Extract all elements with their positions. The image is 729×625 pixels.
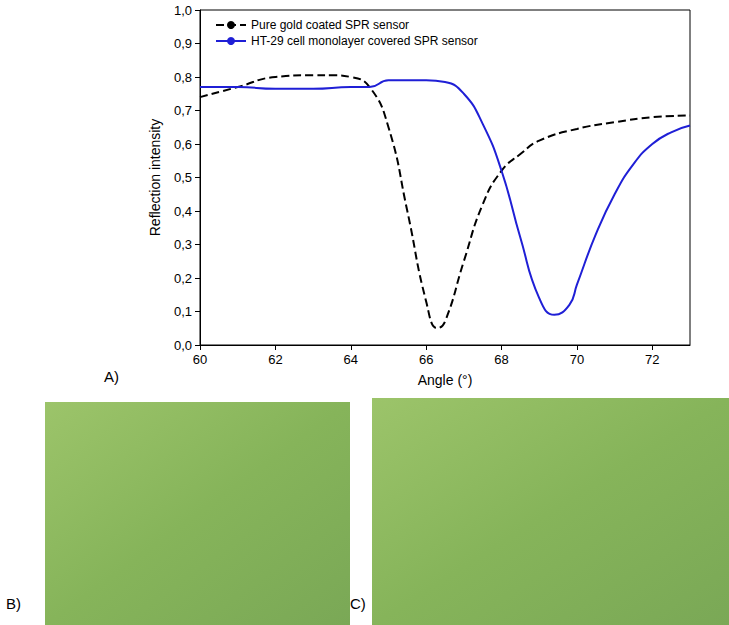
svg-text:A): A) [104,368,119,385]
svg-text:68: 68 [494,352,508,367]
svg-text:Angle (°): Angle (°) [418,372,473,388]
svg-text:0,7: 0,7 [174,103,192,118]
svg-text:62: 62 [268,352,282,367]
svg-text:Reflection intensity: Reflection intensity [147,119,163,237]
svg-text:0,9: 0,9 [174,36,192,51]
svg-text:0,0: 0,0 [174,338,192,353]
svg-text:64: 64 [344,352,358,367]
svg-text:60: 60 [193,352,207,367]
svg-text:66: 66 [419,352,433,367]
svg-text:1,0: 1,0 [174,3,192,18]
svg-text:70: 70 [570,352,584,367]
svg-text:0,8: 0,8 [174,70,192,85]
svg-text:0,4: 0,4 [174,204,192,219]
svg-text:0,6: 0,6 [174,137,192,152]
svg-text:72: 72 [645,352,659,367]
svg-text:B): B) [6,595,21,612]
svg-text:HT-29 cell monolayer covered S: HT-29 cell monolayer covered SPR sensor [251,34,478,48]
svg-text:C): C) [350,595,366,612]
svg-text:0,2: 0,2 [174,271,192,286]
svg-text:0,5: 0,5 [174,170,192,185]
svg-text:0,1: 0,1 [174,304,192,319]
svg-text:Pure gold coated SPR sensor: Pure gold coated SPR sensor [251,18,409,32]
svg-text:0,3: 0,3 [174,237,192,252]
